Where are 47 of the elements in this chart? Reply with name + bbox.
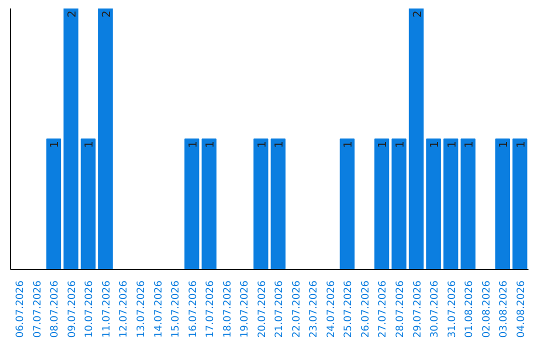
x-tick-label: 14.07.2026 bbox=[153, 280, 164, 338]
x-tick-label: 27.07.2026 bbox=[378, 280, 389, 338]
x-tick-label: 20.07.2026 bbox=[256, 280, 268, 338]
x-tick-label: 12.07.2026 bbox=[118, 280, 130, 338]
data-label: 1 bbox=[204, 141, 217, 148]
data-label: 2 bbox=[410, 10, 424, 18]
x-tick-label: 30.07.2026 bbox=[430, 280, 441, 338]
data-label: 1 bbox=[186, 141, 200, 148]
x-tick-label: 13.07.2026 bbox=[136, 280, 147, 338]
x-tick-label: 18.07.2026 bbox=[222, 280, 234, 338]
x-tick-label: 15.07.2026 bbox=[170, 280, 182, 338]
x-tick-label: 07.07.2026 bbox=[32, 280, 44, 338]
x-tick-label: 03.08.2026 bbox=[498, 280, 510, 338]
x-tick-label: 23.07.2026 bbox=[308, 280, 320, 338]
x-tick-label: 10.07.2026 bbox=[84, 280, 96, 338]
x-tick-label: 17.07.2026 bbox=[205, 280, 216, 338]
data-label: 1 bbox=[445, 141, 458, 148]
x-tick-label: 16.07.2026 bbox=[188, 280, 199, 338]
data-label: 1 bbox=[376, 141, 390, 148]
x-tick-label: 08.07.2026 bbox=[50, 280, 61, 338]
x-tick-label: 02.08.2026 bbox=[481, 280, 492, 338]
data-label: 1 bbox=[428, 141, 442, 148]
x-tick-label: 25.07.2026 bbox=[343, 280, 354, 338]
x-tick-label: 31.07.2026 bbox=[446, 280, 458, 338]
x-tick-label: 29.07.2026 bbox=[412, 280, 424, 338]
data-label: 1 bbox=[82, 141, 96, 148]
x-tick-label: 01.08.2026 bbox=[464, 280, 476, 338]
data-label: 2 bbox=[100, 10, 113, 18]
x-tick-label: 26.07.2026 bbox=[360, 280, 372, 338]
data-label: 1 bbox=[462, 141, 476, 148]
x-tick-label: 28.07.2026 bbox=[395, 280, 406, 338]
x-tick-label: 06.07.2026 bbox=[15, 280, 26, 338]
data-label: 1 bbox=[497, 141, 510, 148]
data-label: 1 bbox=[255, 141, 268, 148]
data-label: 1 bbox=[394, 141, 406, 148]
x-tick-label: 04.08.2026 bbox=[516, 280, 527, 338]
x-tick-label: 21.07.2026 bbox=[274, 280, 286, 338]
x-tick-label: 09.07.2026 bbox=[66, 280, 78, 338]
x-tick-label: 24.07.2026 bbox=[326, 280, 337, 338]
data-label: 1 bbox=[514, 141, 528, 148]
data-label: 1 bbox=[272, 141, 286, 148]
data-label: 2 bbox=[65, 10, 78, 18]
x-tick-label: 22.07.2026 bbox=[291, 280, 302, 338]
x-tick-label: 19.07.2026 bbox=[240, 280, 251, 338]
x-tick-label: 11.07.2026 bbox=[101, 280, 112, 338]
data-label: 1 bbox=[342, 141, 355, 148]
data-label: 1 bbox=[48, 141, 62, 148]
